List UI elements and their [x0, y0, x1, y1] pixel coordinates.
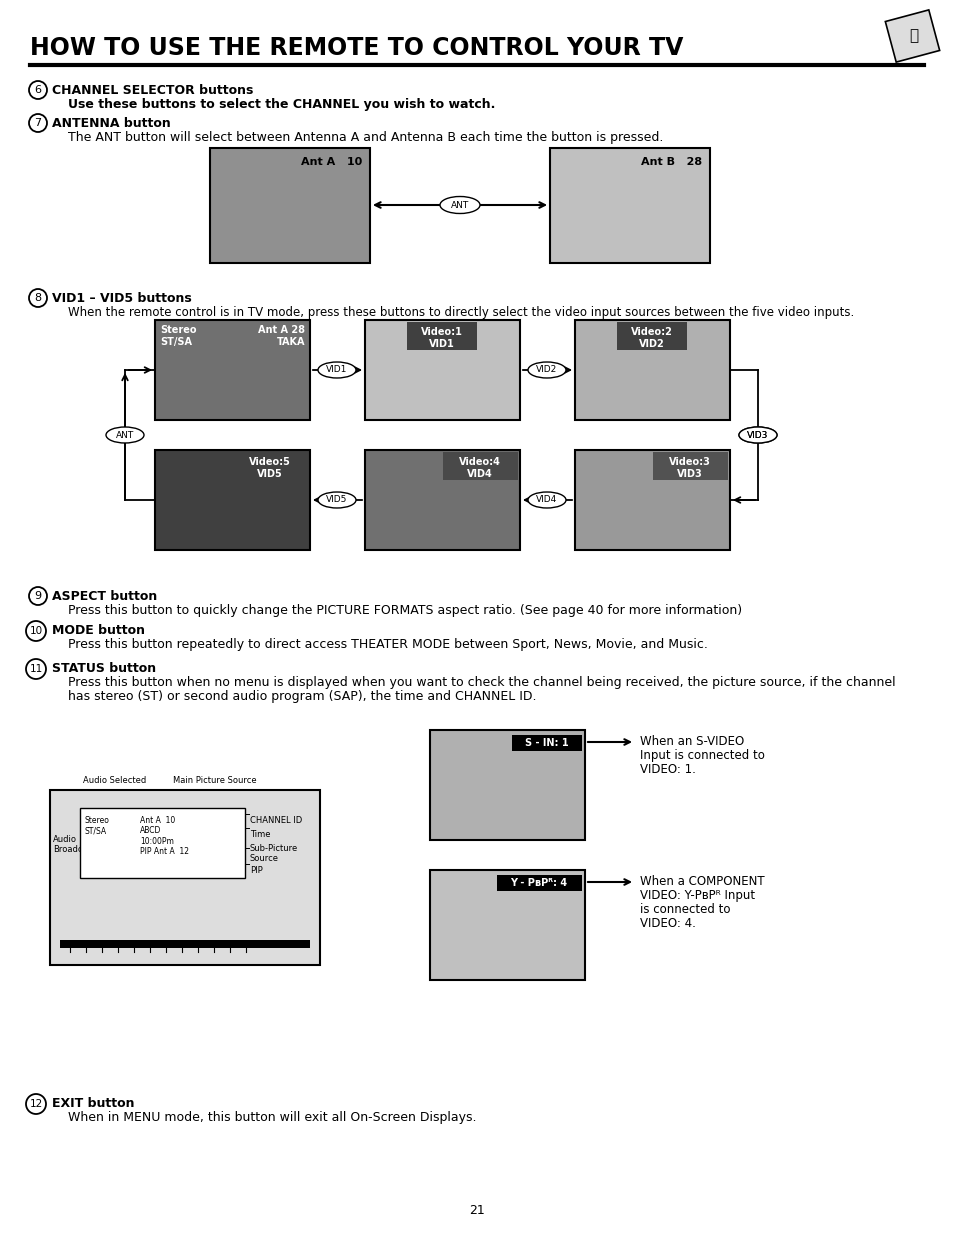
Text: CHANNEL SELECTOR buttons: CHANNEL SELECTOR buttons [52, 84, 253, 98]
Text: VID4: VID4 [536, 495, 558, 505]
Text: Sub-Picture
Source: Sub-Picture Source [250, 844, 298, 863]
Text: Main Picture Source: Main Picture Source [173, 776, 256, 785]
Bar [365, 320, 519, 420]
Text: Press this button to quickly change the PICTURE FORMATS aspect ratio. (See page : Press this button to quickly change the … [68, 604, 741, 618]
Bar [512, 735, 581, 751]
Bar [430, 869, 584, 981]
Text: Time: Time [250, 830, 271, 839]
Ellipse shape [527, 362, 565, 378]
Text: When an S-VIDEO: When an S-VIDEO [639, 735, 743, 748]
Text: Stereo
ST/SA: Stereo ST/SA [160, 325, 196, 347]
Text: Video:4: Video:4 [458, 457, 500, 467]
Text: HOW TO USE THE REMOTE TO CONTROL YOUR TV: HOW TO USE THE REMOTE TO CONTROL YOUR TV [30, 36, 682, 61]
Bar [210, 148, 370, 263]
Text: VID1 – VID5 buttons: VID1 – VID5 buttons [52, 291, 192, 305]
Bar [60, 940, 310, 948]
Text: ASPECT button: ASPECT button [52, 590, 157, 603]
Text: ANTENNA button: ANTENNA button [52, 117, 171, 130]
Text: VID3: VID3 [746, 431, 768, 440]
Bar [550, 148, 709, 263]
Text: VID1: VID1 [326, 366, 347, 374]
Text: VID3: VID3 [677, 469, 702, 479]
Bar [442, 452, 517, 480]
Text: Audio
Broadcast: Audio Broadcast [53, 835, 95, 855]
Text: VID5: VID5 [326, 495, 347, 505]
Ellipse shape [527, 492, 565, 508]
Text: 12: 12 [30, 1099, 43, 1109]
Text: Y - PʙPᴿ: 4: Y - PʙPᴿ: 4 [510, 878, 567, 888]
Text: Press this button when no menu is displayed when you want to check the channel b: Press this button when no menu is displa… [68, 676, 895, 689]
Text: Input is connected to: Input is connected to [639, 748, 764, 762]
Text: ANT: ANT [451, 200, 469, 210]
Ellipse shape [317, 492, 355, 508]
Text: Stereo
ST/SA: Stereo ST/SA [85, 816, 110, 835]
Text: Audio Selected: Audio Selected [83, 776, 147, 785]
Text: Ant B   28: Ant B 28 [640, 157, 701, 167]
Text: has stereo (ST) or second audio program (SAP), the time and CHANNEL ID.: has stereo (ST) or second audio program … [68, 690, 536, 703]
Text: ANT: ANT [115, 431, 134, 440]
Text: VID4: VID4 [467, 469, 493, 479]
Text: Use these buttons to select the CHANNEL you wish to watch.: Use these buttons to select the CHANNEL … [68, 98, 495, 111]
Text: 10: 10 [30, 626, 43, 636]
Ellipse shape [439, 196, 479, 214]
Text: Video:1: Video:1 [420, 327, 462, 337]
Text: 21: 21 [469, 1203, 484, 1216]
Ellipse shape [739, 427, 776, 443]
Text: Ant A   10: Ant A 10 [300, 157, 361, 167]
Bar [407, 322, 476, 350]
Text: VIDEO: Y-PʙPᴿ Input: VIDEO: Y-PʙPᴿ Input [639, 889, 755, 902]
Text: VID1: VID1 [429, 338, 455, 350]
Text: Video:3: Video:3 [668, 457, 710, 467]
Bar [575, 320, 729, 420]
Text: S - IN: 1: S - IN: 1 [525, 739, 568, 748]
Text: PIP: PIP [250, 866, 262, 876]
Text: VID5: VID5 [257, 469, 283, 479]
Text: VID3: VID3 [746, 431, 768, 440]
Text: 7: 7 [34, 119, 42, 128]
Text: Video:5: Video:5 [249, 457, 291, 467]
Bar [884, 10, 939, 62]
Text: 8: 8 [34, 293, 42, 303]
Bar [154, 450, 310, 550]
Bar [652, 452, 727, 480]
Text: Video:2: Video:2 [630, 327, 672, 337]
Text: When in MENU mode, this button will exit all On-Screen Displays.: When in MENU mode, this button will exit… [68, 1112, 476, 1124]
Bar [365, 450, 519, 550]
Text: Ant A 28
TAKA: Ant A 28 TAKA [257, 325, 305, 347]
Text: 6: 6 [34, 85, 42, 95]
Text: MODE button: MODE button [52, 624, 145, 637]
Ellipse shape [739, 427, 776, 443]
Text: Press this button repeatedly to direct access THEATER MODE between Sport, News, : Press this button repeatedly to direct a… [68, 638, 707, 651]
Text: EXIT button: EXIT button [52, 1097, 134, 1110]
Text: is connected to: is connected to [639, 903, 730, 916]
Text: When a COMPONENT: When a COMPONENT [639, 876, 763, 888]
Bar [497, 876, 581, 890]
Text: VID2: VID2 [536, 366, 558, 374]
Text: Ant A  10
ABCD
10:00Pm
PIP Ant A  12: Ant A 10 ABCD 10:00Pm PIP Ant A 12 [140, 816, 189, 856]
Text: VIDEO: 1.: VIDEO: 1. [639, 763, 695, 776]
Text: VIDEO: 4.: VIDEO: 4. [639, 918, 695, 930]
Text: VID2: VID2 [639, 338, 664, 350]
Bar [80, 808, 245, 878]
Bar [575, 450, 729, 550]
Bar [50, 790, 319, 965]
Text: When the remote control is in TV mode, press these buttons to directly select th: When the remote control is in TV mode, p… [68, 306, 853, 319]
Ellipse shape [317, 362, 355, 378]
Bar [617, 322, 686, 350]
Text: CHANNEL ID: CHANNEL ID [250, 816, 302, 825]
Text: 9: 9 [34, 592, 42, 601]
Bar [154, 320, 310, 420]
Bar [233, 452, 308, 480]
Text: The ANT button will select between Antenna A and Antenna B each time the button : The ANT button will select between Anten… [68, 131, 662, 144]
Bar [430, 730, 584, 840]
Text: 11: 11 [30, 664, 43, 674]
Text: STATUS button: STATUS button [52, 662, 156, 676]
Text: 📺: 📺 [908, 28, 918, 43]
Ellipse shape [106, 427, 144, 443]
